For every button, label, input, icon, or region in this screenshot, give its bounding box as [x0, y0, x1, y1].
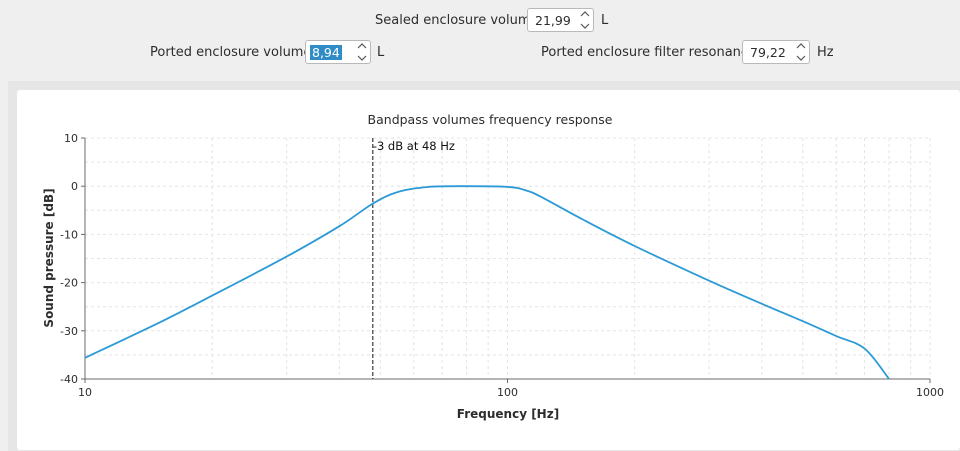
annotation-group: -3 dB at 48 Hz: [372, 138, 455, 379]
filter-resonance-unit: Hz: [817, 45, 834, 60]
ported-volume-spinbox[interactable]: 8,94: [305, 40, 371, 64]
filter-resonance-label: Ported enclosure filter resonance: [541, 45, 757, 60]
y-tick-label: -20: [60, 277, 78, 290]
sealed-volume-unit: L: [601, 13, 609, 28]
frequency-response-line: [84, 185, 890, 380]
chart-grid: [84, 137, 931, 380]
y-tick-label: -30: [60, 325, 78, 338]
y-tick-label: 0: [71, 180, 78, 193]
sealed-volume-label: Sealed enclosure volume: [375, 13, 539, 28]
spin-arrows-icon[interactable]: [580, 10, 590, 30]
spin-arrows-icon[interactable]: [796, 42, 806, 62]
ported-volume-value[interactable]: 8,94: [310, 45, 342, 60]
chart-title: Bandpass volumes frequency response: [368, 112, 613, 127]
y-tick-label: -10: [60, 228, 78, 241]
y-axis-label: Sound pressure [dB]: [42, 188, 56, 327]
frequency-response-chart: Bandpass volumes frequency response 100-…: [42, 112, 944, 421]
x-tick-label: 10: [78, 386, 92, 399]
sealed-volume-value[interactable]: 21,99: [535, 13, 571, 28]
series-group: [84, 185, 890, 380]
cutoff-marker-label: -3 dB at 48 Hz: [373, 139, 455, 153]
x-axis-label: Frequency [Hz]: [457, 407, 559, 421]
ported-volume-label: Ported enclosure volume: [150, 45, 312, 60]
y-tick-label: -40: [60, 373, 78, 386]
ported-volume-unit: L: [377, 45, 385, 60]
filter-resonance-value[interactable]: 79,22: [750, 45, 786, 60]
y-tick-label: 10: [64, 132, 78, 145]
x-tick-label: 1000: [916, 386, 944, 399]
sealed-volume-spinbox[interactable]: 21,99: [527, 8, 594, 32]
x-tick-label: 100: [497, 386, 518, 399]
filter-resonance-spinbox[interactable]: 79,22: [742, 40, 810, 64]
spin-arrows-icon[interactable]: [357, 42, 367, 62]
